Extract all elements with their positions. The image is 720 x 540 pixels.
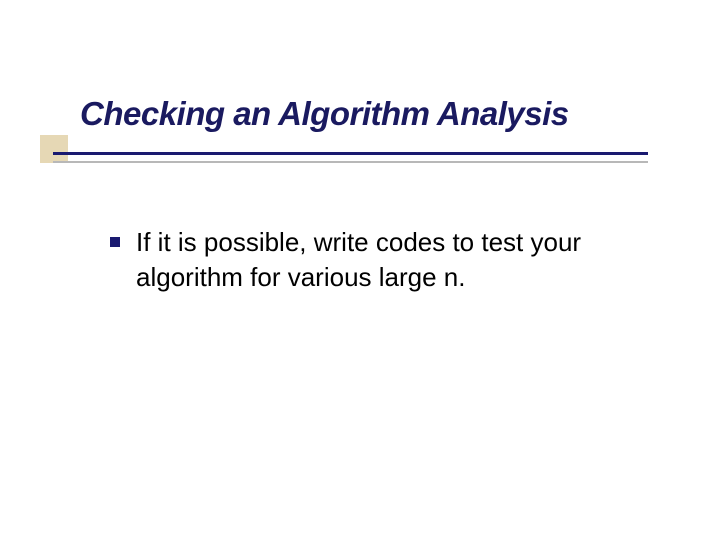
title-underline	[53, 152, 680, 163]
underline-secondary	[53, 161, 648, 163]
slide-title: Checking an Algorithm Analysis	[80, 95, 680, 133]
bullet-item: If it is possible, write codes to test y…	[110, 225, 660, 295]
slide-container: Checking an Algorithm Analysis If it is …	[0, 0, 720, 540]
bullet-square-icon	[110, 237, 120, 247]
content-area: If it is possible, write codes to test y…	[110, 225, 660, 295]
title-area: Checking an Algorithm Analysis	[80, 95, 680, 133]
underline-primary	[53, 152, 648, 155]
bullet-text: If it is possible, write codes to test y…	[136, 225, 660, 295]
